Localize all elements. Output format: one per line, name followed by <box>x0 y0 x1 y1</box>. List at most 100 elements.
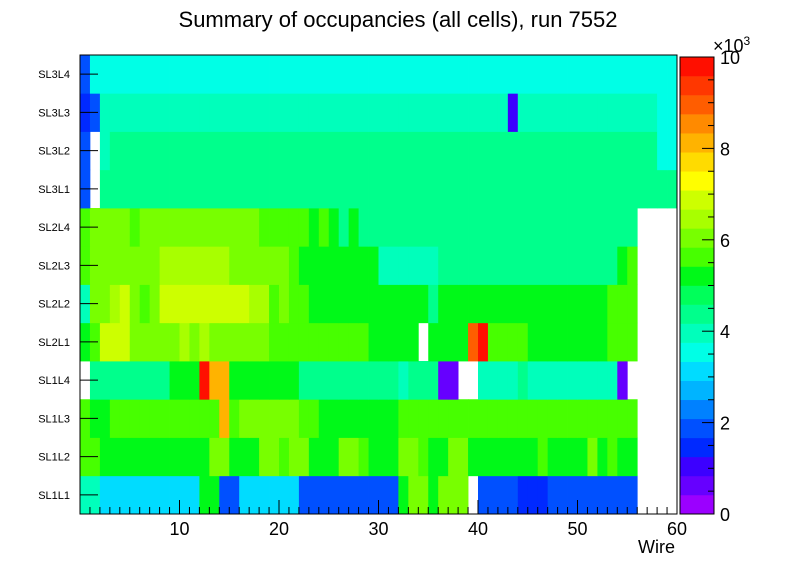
heatmap-cell <box>607 475 618 515</box>
palette-swatch <box>680 209 714 229</box>
heatmap-cell <box>159 322 170 362</box>
palette-swatch <box>680 76 714 96</box>
heatmap-cell <box>338 475 350 515</box>
heatmap-cell <box>497 475 509 515</box>
heatmap-cell <box>438 437 449 477</box>
heatmap-cell <box>428 361 439 400</box>
heatmap-cell <box>169 475 180 515</box>
heatmap-cell <box>557 284 568 324</box>
heatmap-cell <box>547 399 558 438</box>
heatmap-cell <box>159 399 170 438</box>
heatmap-cell <box>348 475 359 515</box>
heatmap-cell <box>627 169 638 209</box>
heatmap-cell <box>229 131 240 171</box>
heatmap-cell <box>149 322 160 362</box>
heatmap-cell <box>279 475 290 515</box>
heatmap-cell <box>189 208 200 247</box>
heatmap-cell <box>318 55 330 94</box>
heatmap-cell <box>269 246 280 285</box>
heatmap-cell <box>109 208 121 247</box>
heatmap-cell <box>298 131 310 171</box>
heatmap-cell <box>308 284 320 324</box>
heatmap-cell <box>219 93 230 132</box>
heatmap-cell <box>587 55 598 94</box>
heatmap-cell <box>149 55 160 94</box>
heatmap-cell <box>438 361 449 400</box>
heatmap-cell <box>318 399 330 438</box>
z-exponent-base: ×10 <box>713 36 744 56</box>
heatmap-cell <box>119 169 131 209</box>
heatmap-cell <box>657 55 668 94</box>
heatmap-cell <box>239 361 250 400</box>
heatmap-cell <box>577 437 588 477</box>
heatmap-cell <box>607 284 618 324</box>
heatmap-cell <box>159 284 170 324</box>
heatmap-cell <box>249 169 260 209</box>
heatmap-cell <box>388 437 399 477</box>
heatmap-cell <box>487 399 499 438</box>
heatmap-cell <box>368 437 379 477</box>
heatmap-cell <box>308 131 320 171</box>
heatmap-cell <box>179 55 190 94</box>
heatmap-cell <box>288 361 300 400</box>
heatmap-cell <box>557 55 568 94</box>
z-exponent-label: ×103 <box>713 34 751 56</box>
heatmap-cell <box>617 361 628 400</box>
heatmap-cell <box>139 437 151 477</box>
x-tick-label: 10 <box>169 519 189 539</box>
heatmap-cell <box>567 475 578 515</box>
heatmap-cell <box>279 131 290 171</box>
heatmap-cell <box>109 131 121 171</box>
heatmap-cell <box>448 322 459 362</box>
heatmap-cell <box>189 322 200 362</box>
heatmap-cell <box>119 399 131 438</box>
heatmap-cell <box>298 475 310 515</box>
y-axis: SL1L1 SL1L2 SL1L3 SL1L4 SL2L1 SL2L2 SL2L3 SL2L4… <box>38 69 98 502</box>
heatmap-cell <box>358 131 369 171</box>
heatmap-cell <box>99 475 111 515</box>
heatmap-cell <box>428 284 439 324</box>
heatmap-cell <box>517 246 529 285</box>
palette-tick-label: 6 <box>720 231 730 251</box>
heatmap-cell <box>249 437 260 477</box>
heatmap-cell <box>577 246 588 285</box>
heatmap-cell <box>338 169 350 209</box>
heatmap-cell <box>497 399 509 438</box>
heatmap-cell <box>408 93 419 132</box>
heatmap-cell <box>348 246 359 285</box>
heatmap-cell <box>547 131 558 171</box>
heatmap-cell <box>547 208 558 247</box>
heatmap-cell <box>338 208 350 247</box>
heatmap-cell <box>647 93 658 132</box>
heatmap-cell <box>607 55 618 94</box>
heatmap-cell <box>597 399 608 438</box>
heatmap-cell <box>527 284 539 324</box>
heatmap-cell <box>418 361 429 400</box>
heatmap-cell <box>637 93 648 132</box>
palette-tick-label: 8 <box>720 139 730 159</box>
heatmap-cell <box>468 437 479 477</box>
heatmap-cell <box>567 399 578 438</box>
heatmap-cell <box>229 399 240 438</box>
heatmap-cell <box>358 399 369 438</box>
heatmap-cell <box>328 322 340 362</box>
heatmap-cell <box>497 55 509 94</box>
palette-swatch <box>680 228 714 248</box>
heatmap-cell <box>507 169 519 209</box>
heatmap-cell <box>259 169 270 209</box>
heatmap-cell <box>468 399 479 438</box>
x-axis-label: Wire <box>638 537 675 557</box>
heatmap-cell <box>537 399 549 438</box>
heatmap-cell <box>378 208 389 247</box>
heatmap-cell <box>199 284 210 324</box>
heatmap-cell <box>468 169 479 209</box>
heatmap-cell <box>159 475 170 515</box>
heatmap-cell <box>109 284 121 324</box>
heatmap-cell <box>279 437 290 477</box>
palette-swatch <box>680 361 714 382</box>
palette-swatch <box>680 475 714 496</box>
heatmap-cell <box>328 169 340 209</box>
heatmap-cell <box>239 322 250 362</box>
